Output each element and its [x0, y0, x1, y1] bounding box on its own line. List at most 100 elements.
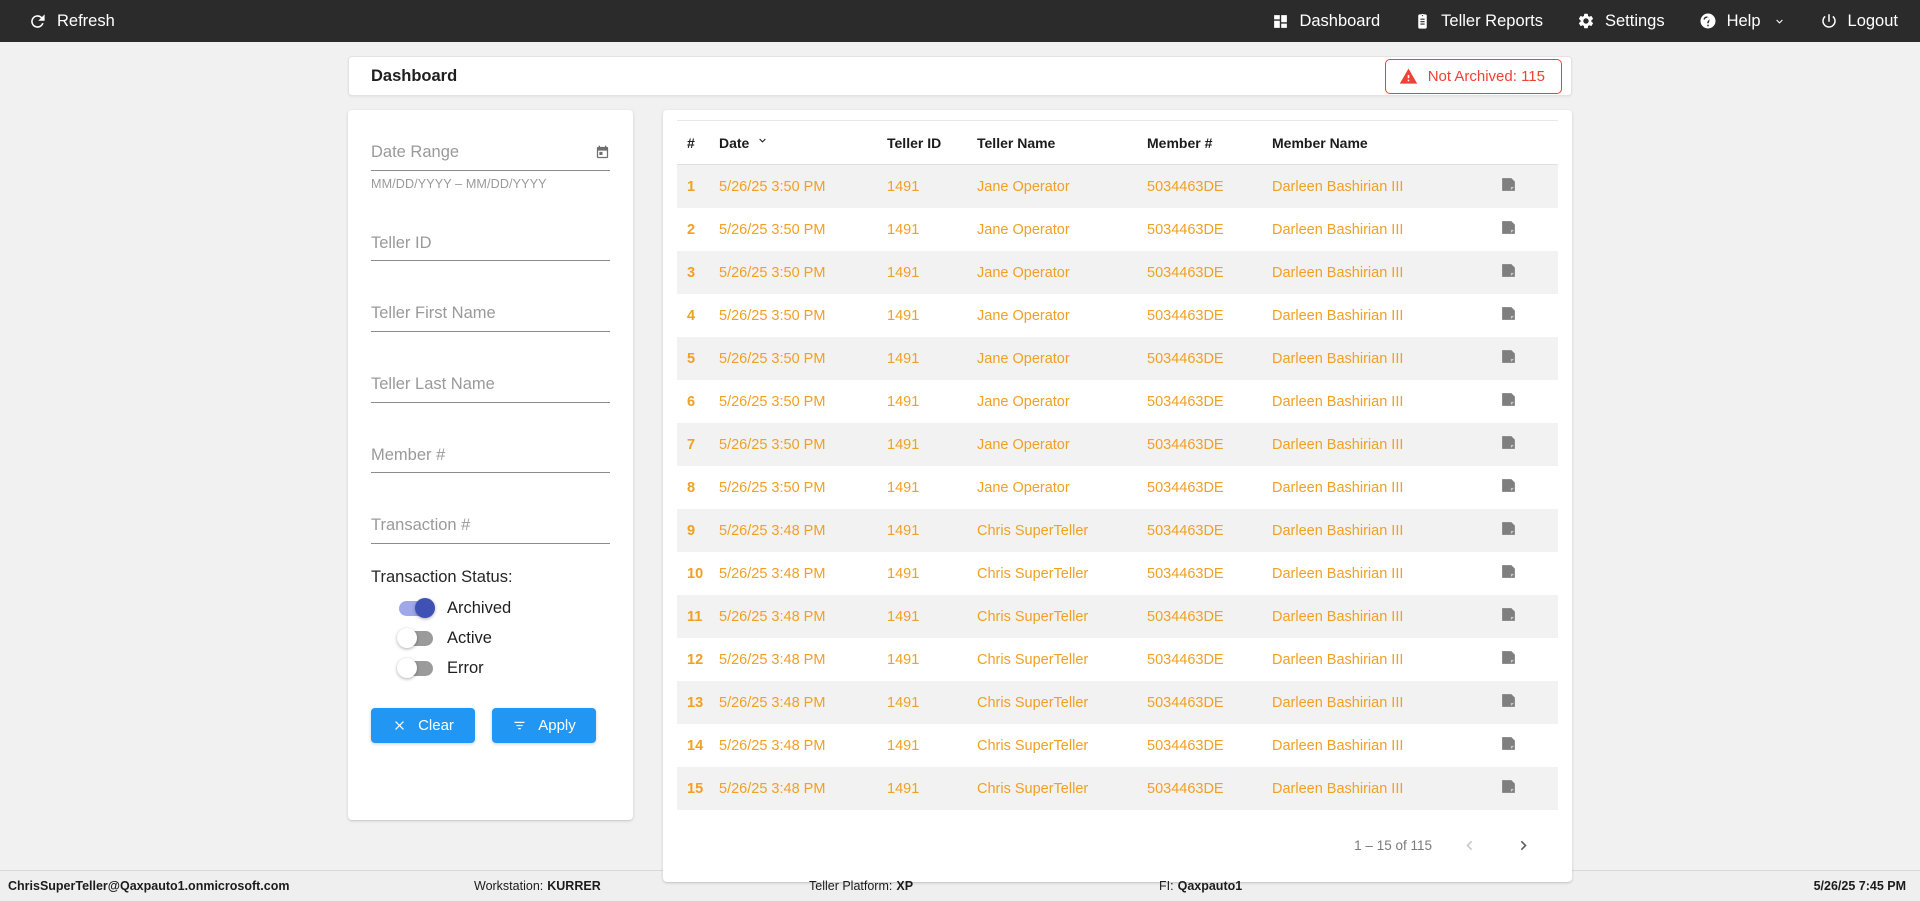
note-icon[interactable]	[1500, 219, 1517, 236]
next-page-button[interactable]	[1506, 828, 1540, 862]
cell-note[interactable]	[1500, 208, 1558, 251]
note-icon[interactable]	[1500, 692, 1517, 709]
cell-teller-id: 1491	[887, 380, 977, 423]
table-row[interactable]: 11 5/26/25 3:48 PM 1491 Chris SuperTeller 50…	[677, 595, 1558, 638]
note-icon[interactable]	[1500, 477, 1517, 494]
table-row[interactable]: 5 5/26/25 3:50 PM 1491 Jane Operator 5034463…	[677, 337, 1558, 380]
member-number-placeholder[interactable]: Member #	[371, 445, 446, 464]
note-icon[interactable]	[1500, 262, 1517, 279]
cell-note[interactable]	[1500, 466, 1558, 509]
toggle-archived[interactable]: Archived	[399, 598, 610, 619]
cell-note[interactable]	[1500, 423, 1558, 466]
cell-member-number: 5034463DE	[1147, 208, 1272, 251]
teller-id-placeholder[interactable]: Teller ID	[371, 233, 432, 252]
cell-note[interactable]	[1500, 724, 1558, 767]
cell-note[interactable]	[1500, 337, 1558, 380]
table-row[interactable]: 7 5/26/25 3:50 PM 1491 Jane Operator 5034463…	[677, 423, 1558, 466]
note-icon[interactable]	[1500, 606, 1517, 623]
cell-teller-id: 1491	[887, 251, 977, 294]
apply-button[interactable]: Apply	[492, 707, 596, 743]
table-row[interactable]: 8 5/26/25 3:50 PM 1491 Jane Operator 5034463…	[677, 466, 1558, 509]
cell-note[interactable]	[1500, 552, 1558, 595]
cell-note[interactable]	[1500, 251, 1558, 294]
table-row[interactable]: 3 5/26/25 3:50 PM 1491 Jane Operator 5034463…	[677, 251, 1558, 294]
column-header-number[interactable]: #	[677, 120, 719, 165]
teller-first-name-field[interactable]: Teller First Name	[371, 299, 610, 332]
nav-item-help[interactable]: Help	[1699, 12, 1786, 30]
cell-teller-name: Chris SuperTeller	[977, 595, 1147, 638]
status-fi-label: FI:	[1159, 879, 1174, 893]
cell-note[interactable]	[1500, 164, 1558, 208]
cell-teller-name: Jane Operator	[977, 380, 1147, 423]
cell-number: 7	[677, 423, 719, 466]
teller-last-name-field[interactable]: Teller Last Name	[371, 370, 610, 403]
toggle-active[interactable]: Active	[397, 628, 610, 649]
teller-last-name-placeholder[interactable]: Teller Last Name	[371, 374, 495, 393]
toggle-error[interactable]: Error	[397, 658, 610, 679]
cell-note[interactable]	[1500, 294, 1558, 337]
nav-item-dashboard[interactable]: Dashboard	[1272, 13, 1380, 30]
teller-first-name-placeholder[interactable]: Teller First Name	[371, 304, 496, 323]
table-row[interactable]: 6 5/26/25 3:50 PM 1491 Jane Operator 5034463…	[677, 380, 1558, 423]
note-icon[interactable]	[1500, 305, 1517, 322]
table-row[interactable]: 15 5/26/25 3:48 PM 1491 Chris SuperTeller 50…	[677, 767, 1558, 810]
cell-note[interactable]	[1500, 380, 1558, 423]
cell-number: 2	[677, 208, 719, 251]
column-header-date[interactable]: Date	[719, 120, 887, 165]
note-icon[interactable]	[1500, 735, 1517, 752]
note-icon[interactable]	[1500, 520, 1517, 537]
date-range-field[interactable]: Date Range MM/DD/YYYY – MM/DD/YYYY	[371, 138, 610, 191]
nav-item-logout[interactable]: Logout	[1820, 12, 1898, 30]
table-header-row: # Date Teller ID Teller Name Member # Me…	[677, 120, 1558, 165]
cell-note[interactable]	[1500, 509, 1558, 552]
column-header-teller-id[interactable]: Teller ID	[887, 120, 977, 165]
note-icon[interactable]	[1500, 391, 1517, 408]
cell-date: 5/26/25 3:50 PM	[719, 208, 887, 251]
date-range-placeholder[interactable]: Date Range	[371, 143, 460, 161]
cell-note[interactable]	[1500, 767, 1558, 810]
table-row[interactable]: 9 5/26/25 3:48 PM 1491 Chris SuperTeller 503…	[677, 509, 1558, 552]
note-icon[interactable]	[1500, 434, 1517, 451]
cell-note[interactable]	[1500, 681, 1558, 724]
clear-button[interactable]: Clear	[371, 707, 475, 743]
cell-note[interactable]	[1500, 638, 1558, 681]
nav-item-settings[interactable]: Settings	[1577, 12, 1665, 30]
note-icon[interactable]	[1500, 778, 1517, 795]
transaction-number-field[interactable]: Transaction #	[371, 511, 610, 544]
cell-teller-id: 1491	[887, 681, 977, 724]
teller-id-field[interactable]: Teller ID	[371, 229, 610, 262]
cell-number: 10	[677, 552, 719, 595]
note-icon[interactable]	[1500, 348, 1517, 365]
member-number-field[interactable]: Member #	[371, 441, 610, 474]
table-row[interactable]: 13 5/26/25 3:48 PM 1491 Chris SuperTeller 50…	[677, 681, 1558, 724]
table-row[interactable]: 2 5/26/25 3:50 PM 1491 Jane Operator 5034463…	[677, 208, 1558, 251]
toggle-active-switch[interactable]	[397, 628, 433, 649]
table-row[interactable]: 14 5/26/25 3:48 PM 1491 Chris SuperTeller 50…	[677, 724, 1558, 767]
cell-note[interactable]	[1500, 595, 1558, 638]
cell-date: 5/26/25 3:48 PM	[719, 552, 887, 595]
previous-page-button[interactable]	[1452, 828, 1486, 862]
column-header-member-number[interactable]: Member #	[1147, 120, 1272, 165]
table-row[interactable]: 10 5/26/25 3:48 PM 1491 Chris SuperTeller 50…	[677, 552, 1558, 595]
transaction-number-placeholder[interactable]: Transaction #	[371, 516, 471, 535]
cell-teller-id: 1491	[887, 423, 977, 466]
note-icon[interactable]	[1500, 563, 1517, 580]
note-icon[interactable]	[1500, 176, 1517, 193]
note-icon[interactable]	[1500, 649, 1517, 666]
toggle-archived-switch[interactable]	[399, 598, 435, 619]
dashboard-icon	[1272, 13, 1289, 30]
status-workstation-value: KURRER	[547, 879, 601, 893]
cell-member-name: Darleen Bashirian III	[1272, 638, 1500, 681]
nav-item-teller-reports[interactable]: Teller Reports	[1414, 13, 1543, 30]
calendar-icon[interactable]	[595, 145, 610, 160]
pagination: 1 – 15 of 115	[677, 810, 1558, 882]
column-header-member-name[interactable]: Member Name	[1272, 120, 1500, 165]
toggle-error-switch[interactable]	[397, 658, 433, 679]
column-header-teller-name[interactable]: Teller Name	[977, 120, 1147, 165]
refresh-button[interactable]: Refresh	[28, 12, 115, 31]
not-archived-badge[interactable]: Not Archived: 115	[1384, 58, 1562, 94]
cell-number: 5	[677, 337, 719, 380]
table-row[interactable]: 4 5/26/25 3:50 PM 1491 Jane Operator 5034463…	[677, 294, 1558, 337]
table-row[interactable]: 12 5/26/25 3:48 PM 1491 Chris SuperTeller 50…	[677, 638, 1558, 681]
table-row[interactable]: 1 5/26/25 3:50 PM 1491 Jane Operator 5034463…	[677, 164, 1558, 208]
